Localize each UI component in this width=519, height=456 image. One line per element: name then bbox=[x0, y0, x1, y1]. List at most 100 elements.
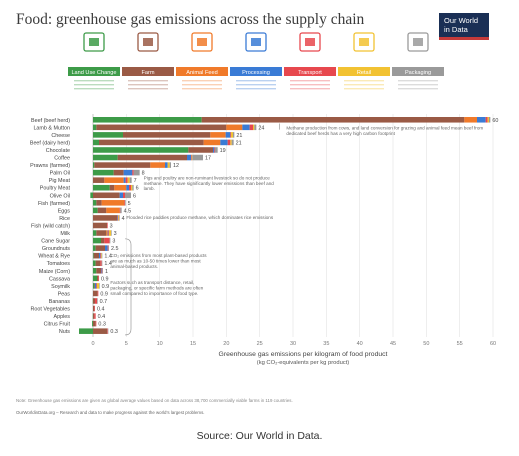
bar-segment bbox=[93, 162, 95, 168]
category-label: Chocolate bbox=[46, 148, 70, 154]
bar-segment bbox=[132, 169, 134, 176]
bar-total-label: 0.9 bbox=[100, 291, 108, 297]
bar-segment bbox=[93, 215, 117, 221]
bar-segment bbox=[192, 154, 203, 161]
stage-icon-farm bbox=[137, 32, 159, 52]
category-label: Citrus Fruit bbox=[44, 322, 71, 328]
category-label: Root Vegetables bbox=[30, 307, 70, 313]
stage-desc-line-3-2 bbox=[236, 88, 276, 90]
bar-total-label: 4.5 bbox=[124, 208, 131, 214]
bar-segment bbox=[92, 320, 93, 327]
bar-segment bbox=[109, 184, 115, 191]
bar-segment bbox=[119, 215, 120, 221]
category-label: Peas bbox=[58, 291, 71, 297]
stage-desc-line-1-0 bbox=[128, 80, 168, 82]
bar-total-label: 6 bbox=[133, 193, 136, 199]
stage-icon-fill-3 bbox=[251, 38, 261, 46]
stage-desc-line-4-0 bbox=[290, 80, 330, 82]
bar-total-label: 19 bbox=[220, 148, 226, 154]
stage-icon-fill-1 bbox=[143, 38, 153, 46]
bar-segment bbox=[233, 132, 235, 138]
stage-label-3: Processing bbox=[242, 70, 270, 76]
bar-segment bbox=[117, 215, 119, 221]
bar-segment bbox=[225, 132, 231, 138]
bar-segment bbox=[118, 215, 119, 221]
annotation-plant: CO₂ emissions from most plant-based prod… bbox=[110, 253, 207, 269]
bar-segment bbox=[104, 177, 124, 183]
bar-total-label: 7 bbox=[134, 178, 137, 184]
x-axis-label: Greenhouse gas emissions per kilogram of… bbox=[219, 351, 388, 358]
annotation-factors: Factors such as transport distance, reta… bbox=[110, 280, 203, 296]
stage-icon-fill-5 bbox=[359, 38, 369, 46]
bar-segment bbox=[93, 154, 118, 161]
annotation-pig: Pigs and poultry are non-ruminant livest… bbox=[144, 175, 275, 191]
stage-desc-line-4-1 bbox=[290, 84, 330, 86]
bar-segment bbox=[100, 260, 102, 266]
bar-segment bbox=[487, 117, 489, 123]
bar-total-label: 8 bbox=[142, 171, 145, 177]
bar-segment bbox=[210, 132, 226, 138]
bar-segment bbox=[94, 305, 95, 312]
bar-segment bbox=[124, 200, 125, 206]
category-label: Lamb & Mutton bbox=[33, 125, 70, 131]
category-label: Cane Sugar bbox=[41, 239, 70, 245]
bar-segment bbox=[165, 162, 168, 168]
stage-icon-fill-0 bbox=[89, 38, 99, 46]
x-axis-sublabel: (kg CO₂-equivalents per kg product) bbox=[257, 360, 350, 366]
bar-total-label: 3 bbox=[112, 239, 115, 245]
bar-segment bbox=[97, 275, 99, 282]
category-label: Milk bbox=[60, 231, 70, 237]
bar-total-label: 1.4 bbox=[104, 261, 112, 267]
bar-total-label: 3 bbox=[114, 231, 117, 237]
bar-total-label: 0.7 bbox=[100, 299, 108, 305]
bar-segment bbox=[220, 139, 228, 146]
bar-segment bbox=[93, 222, 107, 229]
x-tick-label: 40 bbox=[357, 341, 363, 347]
stage-desc-line-0-0 bbox=[74, 80, 114, 82]
bar-total-label: 0.9 bbox=[102, 284, 110, 290]
x-tick-label: 0 bbox=[91, 341, 94, 347]
bar-segment bbox=[97, 298, 98, 304]
bar-segment bbox=[191, 154, 192, 161]
category-label: Eggs bbox=[58, 208, 71, 214]
x-tick-label: 15 bbox=[190, 341, 196, 347]
bar-segment bbox=[254, 124, 257, 131]
stage-desc-line-1-1 bbox=[128, 84, 168, 86]
bar-segment bbox=[109, 230, 111, 236]
bar-segment bbox=[129, 177, 132, 183]
bar-total-label: 4 bbox=[122, 216, 125, 222]
footnote: Note: Greenhouse gas emissions are given… bbox=[16, 398, 293, 403]
bar-segment bbox=[125, 200, 126, 206]
bar-segment bbox=[106, 207, 120, 214]
stage-label-4: Transport bbox=[298, 70, 322, 76]
stage-icon-land-use-change bbox=[83, 32, 105, 52]
bar-segment bbox=[93, 132, 123, 138]
bar-segment bbox=[104, 237, 110, 244]
bar-segment bbox=[107, 328, 108, 334]
bar-segment bbox=[99, 252, 101, 259]
bar-segment bbox=[101, 252, 102, 259]
category-label: Poultry Meat bbox=[40, 186, 71, 192]
bar-segment bbox=[464, 117, 477, 123]
category-label: Beef (beef herd) bbox=[31, 118, 70, 124]
bar-segment bbox=[109, 237, 111, 244]
bar-segment bbox=[231, 132, 233, 138]
stage-band-3 bbox=[230, 67, 282, 76]
bar-segment bbox=[93, 252, 99, 259]
bar-total-label: 21 bbox=[236, 140, 242, 146]
stage-icon-processing bbox=[245, 32, 267, 52]
annotation-beef: Methane production from cows, and land c… bbox=[286, 126, 483, 136]
x-tick-label: 35 bbox=[323, 341, 329, 347]
bar-segment bbox=[123, 132, 211, 138]
bar-segment bbox=[226, 124, 243, 131]
bar-segment bbox=[93, 260, 96, 266]
stage-desc-line-6-1 bbox=[398, 84, 438, 86]
bar-segment bbox=[101, 237, 105, 244]
bar-segment bbox=[131, 184, 133, 191]
stage-desc-line-3-0 bbox=[236, 80, 276, 82]
bar-segment bbox=[95, 283, 97, 289]
bar-segment bbox=[108, 245, 109, 251]
bar-total-label: 21 bbox=[236, 133, 242, 139]
x-tick-label: 55 bbox=[457, 341, 463, 347]
category-label: Nuts bbox=[59, 329, 70, 335]
